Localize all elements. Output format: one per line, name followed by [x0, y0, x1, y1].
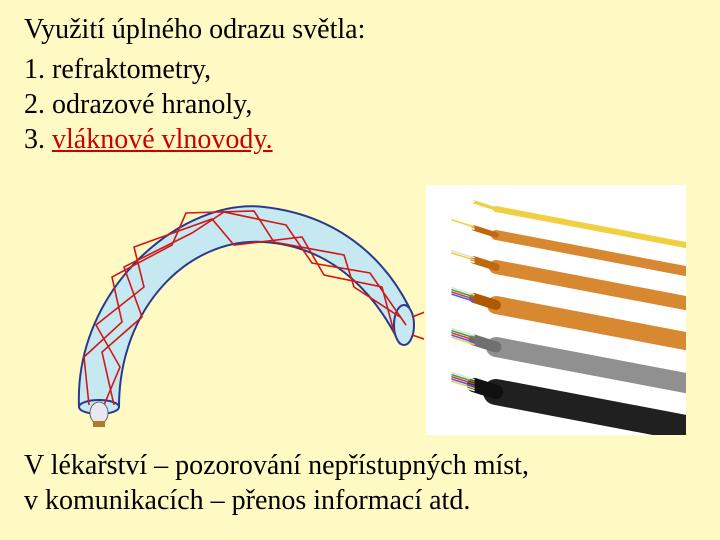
- slide: Využití úplného odrazu světla: 1. refrak…: [0, 0, 720, 540]
- diagram-area: [24, 167, 696, 447]
- list: 1. refraktometry,2. odrazové hranoly,3. …: [24, 52, 696, 157]
- fiber-optic-diagram: [24, 167, 424, 427]
- slide-title: Využití úplného odrazu světla:: [24, 14, 696, 46]
- bottom-text: V lékařství – pozorování nepřístupných m…: [24, 448, 529, 518]
- list-item-1: 1. refraktometry,: [24, 52, 696, 87]
- list-item-text: odrazové hranoly,: [52, 89, 252, 120]
- list-item-number: 1.: [24, 54, 52, 85]
- list-item-text: vláknové vlnovody.: [52, 124, 273, 155]
- bottom-line-2: v komunikacích – přenos informací atd.: [24, 483, 529, 518]
- cables-illustration: [426, 185, 686, 435]
- list-item-2: 2. odrazové hranoly,: [24, 87, 696, 122]
- bottom-line-1: V lékařství – pozorování nepřístupných m…: [24, 448, 529, 483]
- list-item-number: 3.: [24, 124, 52, 155]
- list-item-text: refraktometry,: [52, 54, 211, 85]
- list-item-3: 3. vláknové vlnovody.: [24, 122, 696, 157]
- list-item-number: 2.: [24, 89, 52, 120]
